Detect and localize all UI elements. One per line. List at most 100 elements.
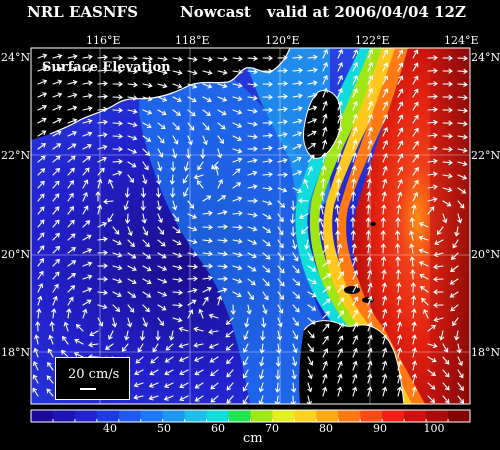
current-arrow (322, 61, 328, 72)
current-arrow (412, 62, 419, 72)
current-vectors (32, 49, 469, 404)
current-arrow (172, 148, 178, 159)
colorbar-cell (316, 410, 339, 422)
current-arrow (456, 343, 462, 354)
current-arrow (412, 140, 419, 150)
current-arrow (367, 295, 373, 306)
current-arrow (442, 343, 449, 353)
current-arrow (127, 95, 138, 101)
current-arrow (352, 322, 359, 332)
current-arrow (142, 109, 153, 115)
current-arrow (169, 330, 175, 341)
current-arrow (395, 242, 401, 254)
current-arrow (442, 187, 453, 193)
current-arrow (103, 199, 114, 205)
current-arrow (334, 204, 340, 215)
current-arrow (211, 161, 219, 170)
current-arrow (247, 82, 258, 88)
current-arrow (321, 165, 327, 176)
current-arrow (367, 152, 373, 163)
ocean-mid (139, 48, 380, 404)
current-arrow (142, 82, 153, 88)
current-arrow (274, 395, 280, 404)
current-arrow (307, 265, 317, 272)
current-arrow (196, 180, 204, 189)
current-arrow (97, 80, 109, 87)
current-arrow (112, 239, 122, 246)
current-arrow (52, 105, 63, 111)
current-arrow (337, 257, 344, 267)
current-arrow (292, 317, 299, 327)
current-arrow (351, 178, 357, 189)
current-arrow (457, 81, 469, 87)
current-arrow (439, 330, 445, 341)
current-arrow (37, 180, 45, 189)
current-arrow (367, 360, 373, 371)
current-arrow (97, 263, 108, 269)
current-arrow (318, 217, 324, 228)
current-arrow (197, 161, 204, 171)
current-arrow (442, 68, 453, 74)
current-arrow (67, 118, 78, 124)
current-arrow (427, 395, 436, 404)
current-arrow (230, 304, 236, 315)
current-arrow (82, 248, 93, 254)
current-arrow (148, 395, 159, 401)
current-arrow (409, 217, 415, 228)
current-arrow (307, 252, 314, 262)
current-arrow (124, 187, 130, 198)
current-arrow (111, 317, 117, 328)
current-arrow (164, 356, 174, 363)
current-arrow (172, 122, 180, 131)
current-arrow (292, 187, 303, 193)
current-arrow (217, 148, 223, 159)
current-arrow (127, 226, 133, 237)
current-arrow (382, 101, 389, 111)
current-arrow (67, 296, 74, 306)
current-arrow (185, 148, 191, 160)
current-arrow (247, 226, 258, 232)
current-arrow (449, 278, 459, 285)
current-arrow (62, 335, 69, 345)
current-arrow (202, 263, 213, 269)
current-arrow (427, 171, 438, 177)
current-arrow (275, 356, 281, 367)
current-arrow (210, 369, 219, 377)
colorbar-tick-70: 70 (265, 422, 279, 435)
current-arrow (134, 369, 144, 376)
current-arrow (337, 284, 345, 293)
current-arrow (52, 79, 63, 85)
current-arrow (307, 382, 313, 393)
current-arrow (67, 155, 76, 163)
current-arrow (242, 343, 249, 353)
current-arrow (262, 55, 273, 61)
current-arrow (52, 219, 60, 228)
current-arrow (352, 152, 358, 163)
current-arrow (410, 282, 416, 293)
current-arrow (172, 56, 183, 62)
current-arrow (112, 304, 121, 313)
current-arrow (202, 70, 213, 76)
current-arrow (187, 83, 198, 89)
current-arrow (307, 356, 314, 366)
current-arrow (382, 386, 388, 397)
current-arrow (156, 200, 162, 211)
current-arrow (427, 356, 437, 363)
current-arrow (52, 167, 61, 176)
current-arrow (351, 243, 357, 254)
current-arrow (152, 343, 159, 353)
lat-label-18-left: 18°N (1, 346, 31, 359)
current-arrow (262, 68, 274, 74)
current-arrow (307, 317, 316, 325)
current-arrow (52, 258, 61, 267)
current-arrow (133, 382, 144, 388)
current-arrow (82, 220, 91, 228)
header-org: NRL EASNFS (27, 3, 139, 21)
scale-label: 20 cm/s (68, 367, 120, 382)
current-arrow (157, 213, 163, 224)
current-arrow (165, 343, 174, 351)
current-arrow (322, 87, 328, 98)
current-arrow (457, 94, 469, 101)
current-arrow (304, 239, 310, 250)
current-arrow (187, 122, 195, 131)
